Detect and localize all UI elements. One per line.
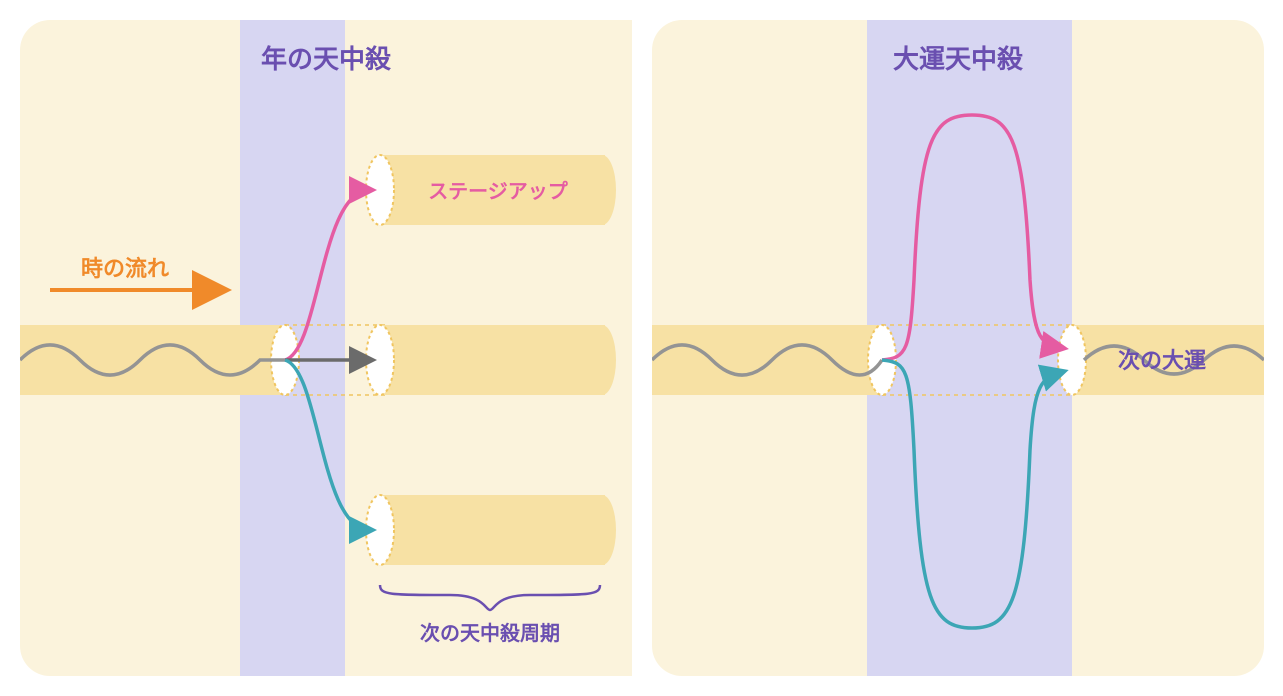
bottom-label: 次の天中殺周期 xyxy=(420,621,560,645)
flow-label: 時の流れ xyxy=(81,256,169,281)
left-main-tube xyxy=(20,325,299,395)
stageup-label: ステージアップ xyxy=(428,180,569,203)
right-svg: 大運天中殺 次の大運 xyxy=(652,20,1264,676)
next-label: 次の大運 xyxy=(1117,348,1205,373)
left-svg: 年の天中殺 時の流れ ステージアップ 次の天中殺周期 xyxy=(20,20,632,676)
right-band xyxy=(867,20,1072,676)
right-panel: 大運天中殺 次の大運 xyxy=(652,20,1264,676)
left-mid-tube xyxy=(366,325,616,395)
diagram-container: 年の天中殺 時の流れ ステージアップ 次の天中殺周期 xyxy=(0,0,1283,696)
left-title: 年の天中殺 xyxy=(261,44,392,74)
right-title: 大運天中殺 xyxy=(892,44,1023,74)
left-bottom-tube xyxy=(366,495,616,565)
left-panel: 年の天中殺 時の流れ ステージアップ 次の天中殺周期 xyxy=(20,20,632,676)
